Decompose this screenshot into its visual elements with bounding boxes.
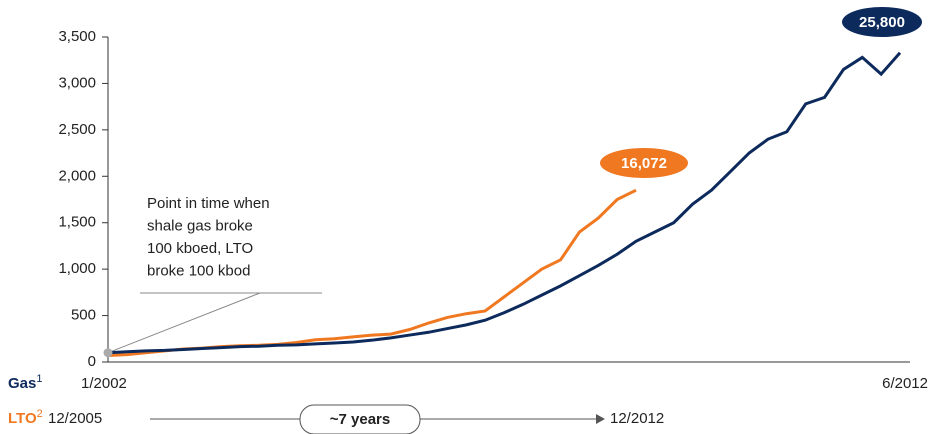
start-dot — [103, 348, 113, 358]
end-label: 25,800 — [859, 14, 905, 31]
y-tick-label: 1,000 — [58, 260, 96, 277]
end-label-bubble — [842, 7, 922, 37]
span-box — [299, 404, 421, 434]
series-name: Gas1 — [8, 373, 42, 392]
span-arrow — [596, 414, 605, 424]
y-tick-label: 3,500 — [58, 28, 96, 45]
series-end: 6/2012 — [882, 375, 928, 392]
y-tick-label: 2,500 — [58, 121, 96, 138]
y-tick-label: 2,000 — [58, 167, 96, 184]
annotation-text: 100 kboed, LTO — [147, 240, 253, 257]
annotation-leader — [107, 292, 261, 354]
series-end: 12/2012 — [610, 410, 664, 427]
annotation-text: broke 100 kbod — [147, 262, 250, 279]
y-tick-label: 1,500 — [58, 214, 96, 231]
y-tick-label: 500 — [71, 307, 96, 324]
series-line — [107, 51, 902, 355]
series-name: LTO2 — [8, 408, 43, 427]
series-name-text: Gas — [8, 375, 36, 392]
series-start: 12/2005 — [48, 410, 102, 427]
span-label: ~7 years — [330, 411, 390, 428]
footnote: 1 — [36, 373, 42, 385]
end-label: 16,072 — [621, 155, 667, 172]
footnote: 2 — [37, 408, 43, 420]
series-name-text: LTO — [8, 410, 37, 427]
y-tick-label: 0 — [88, 353, 96, 370]
y-tick-label: 3,000 — [58, 74, 96, 91]
series-start: 1/2002 — [81, 375, 127, 392]
annotation-text: shale gas broke — [147, 217, 253, 234]
annotation-text: Point in time when — [147, 195, 270, 212]
end-label-bubble — [600, 148, 688, 178]
